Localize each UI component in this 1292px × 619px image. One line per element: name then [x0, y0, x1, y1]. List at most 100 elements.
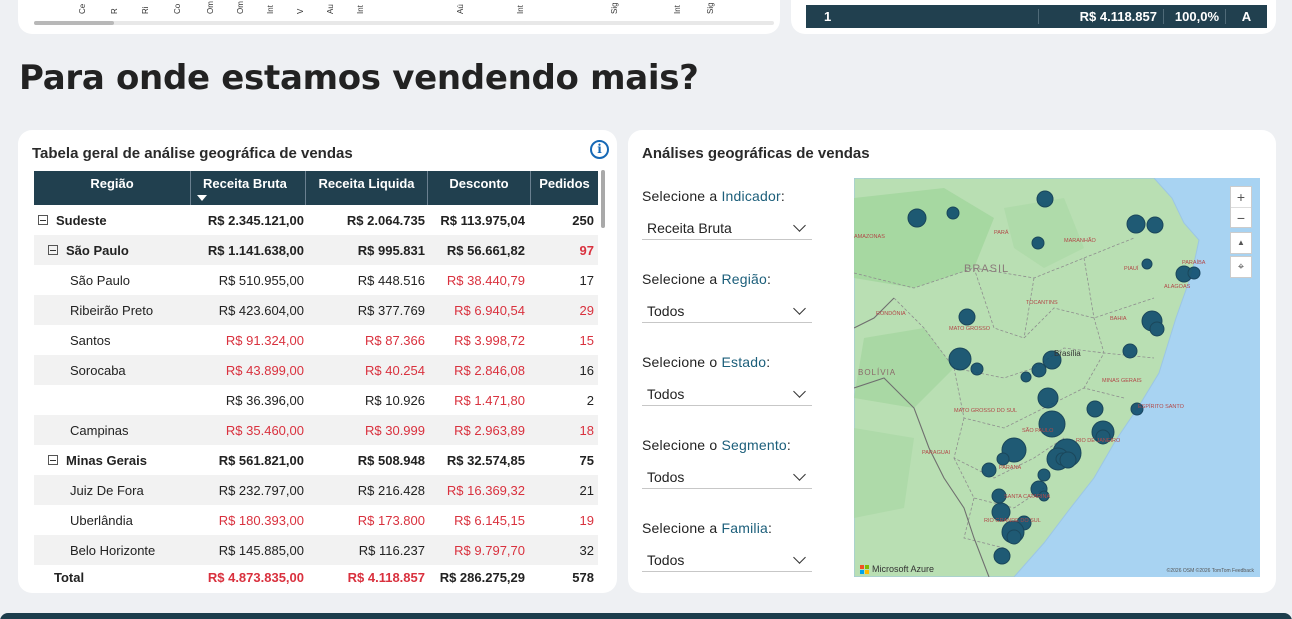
row-desconto-cell: R$ 2.846,08 — [454, 362, 525, 378]
col-header-receita-bruta[interactable]: Receita Bruta — [191, 171, 306, 205]
map-bubble[interactable] — [1130, 402, 1144, 416]
filter-label-highlight: Região — [721, 271, 768, 287]
abc-rank: 1 — [824, 9, 832, 24]
rotated-column-label: Ri — [141, 6, 150, 14]
map-compass-icon[interactable]: ⌖ — [1230, 256, 1252, 278]
row-desconto-cell: R$ 32.574,85 — [446, 452, 525, 468]
page-title: Para onde estamos vendendo mais? — [19, 58, 699, 98]
map-bubble[interactable] — [1020, 371, 1032, 383]
row-liquida-cell: R$ 508.948 — [357, 452, 425, 468]
col-header-regiao[interactable]: Região — [34, 171, 191, 205]
geo-table-title: Tabela geral de análise geográfica de ve… — [32, 145, 353, 162]
map-bubble[interactable] — [993, 547, 1011, 565]
col-header-receita-liquida[interactable]: Receita Liquida — [306, 171, 428, 205]
table-row[interactable]: Sudeste R$ 2.345.121,00 R$ 2.064.735 R$ 113… — [34, 205, 598, 235]
table-vertical-scrollbar[interactable] — [601, 170, 605, 228]
row-desconto-cell: R$ 1.471,80 — [454, 392, 525, 408]
map-bubble[interactable] — [1095, 429, 1111, 445]
map-state-label: ALAGOAS — [1164, 284, 1191, 290]
geo-map-title: Análises geográficas de vendas — [642, 145, 870, 162]
table-row: Ribeirão Preto R$ 423.604,00 R$ 377.769 R$ … — [34, 295, 598, 325]
row-bruta-cell: R$ 35.460,00 — [225, 422, 304, 438]
row-liquida-cell: R$ 30.999 — [365, 422, 425, 438]
map-bubble[interactable] — [1187, 266, 1201, 280]
row-desconto-cell: R$ 113.975,04 — [440, 212, 525, 228]
map-state-label: PARANÁ — [999, 465, 1022, 471]
row-region-name: Sorocaba — [70, 362, 126, 378]
rotated-column-label: Ce — [78, 3, 87, 14]
map-bubble[interactable] — [1006, 529, 1022, 545]
sort-desc-icon — [197, 195, 207, 201]
map-state-label: RIO GRANDE DO SUL — [984, 518, 1041, 524]
map-capital-label: Brasília — [1054, 349, 1081, 358]
map-bubble[interactable] — [1038, 410, 1066, 438]
filter-dropdown-segmento[interactable]: Todos — [642, 463, 812, 489]
map-bubble[interactable] — [1141, 258, 1153, 270]
filter-label-suffix: : — [786, 437, 791, 453]
map-bubble[interactable] — [1036, 190, 1054, 208]
row-region-name: Uberlândia — [70, 512, 133, 528]
map-bubble[interactable] — [1042, 350, 1062, 370]
bubble-map[interactable]: BRASIL BOLÍVIA Brasília AMAZONAS PARÁ MARA… — [854, 178, 1260, 577]
row-pedidos-cell: 15 — [579, 332, 594, 348]
map-credit[interactable]: ©2026 OSM ©2026 TomTom Feedback — [1166, 568, 1254, 574]
filter-dropdown-região[interactable]: Todos — [642, 297, 812, 323]
row-region-cell: Minas Gerais — [34, 453, 191, 468]
map-bubble[interactable] — [1031, 362, 1047, 378]
row-liquida-cell: R$ 2.064.735 — [346, 212, 425, 228]
map-state-label: PARÁ — [994, 230, 1009, 236]
table-row: Uberlândia R$ 180.393,00 R$ 173.800 R$ 6.14… — [34, 505, 598, 535]
map-bubble[interactable] — [1037, 387, 1059, 409]
filter-label-highlight: Segmento — [721, 437, 787, 453]
map-bubble[interactable] — [1031, 236, 1045, 250]
table-body: Sudeste R$ 2.345.121,00 R$ 2.064.735 R$ 113… — [34, 205, 598, 565]
filter-dropdown-indicador[interactable]: Receita Bruta — [642, 214, 812, 240]
collapse-icon[interactable] — [48, 455, 58, 465]
map-tilt-icon[interactable]: ▲ — [1230, 232, 1252, 254]
map-bubble[interactable] — [1037, 468, 1051, 482]
map-bubble[interactable] — [946, 206, 960, 220]
collapse-icon[interactable] — [38, 215, 48, 225]
row-pedidos-cell: 75 — [579, 452, 594, 468]
info-icon[interactable]: i — [590, 140, 609, 159]
row-bruta-cell: R$ 1.141.638,00 — [207, 242, 304, 258]
zoom-in-icon[interactable]: + — [1236, 189, 1246, 205]
row-liquida-cell: R$ 40.254 — [365, 362, 425, 378]
col-header-pedidos[interactable]: Pedidos — [539, 176, 590, 191]
row-liquida-cell: R$ 173.800 — [357, 512, 425, 528]
map-bubble[interactable] — [996, 452, 1010, 466]
rotated-column-label: Sig — [706, 2, 715, 14]
row-liquida-cell: R$ 87.366 — [365, 332, 425, 348]
map-bubble[interactable] — [907, 208, 927, 228]
map-bubble[interactable] — [981, 462, 997, 478]
collapse-icon[interactable] — [48, 245, 58, 255]
map-state-label: MARANHÃO — [1064, 238, 1096, 244]
row-region-name: Campinas — [70, 422, 129, 438]
filter-dropdown-estado[interactable]: Todos — [642, 380, 812, 406]
map-bubble[interactable] — [1038, 490, 1050, 502]
microsoft-azure-logo: Microsoft Azure — [860, 564, 934, 574]
map-bubble[interactable] — [1122, 343, 1138, 359]
col-header-desconto[interactable]: Desconto — [428, 171, 531, 205]
map-bubble[interactable] — [970, 362, 984, 376]
filter-label-prefix: Selecione o — [642, 437, 722, 453]
table-row[interactable]: São Paulo R$ 1.141.638,00 R$ 995.831 R$ 56.… — [34, 235, 598, 265]
horizontal-scrollbar-track[interactable] — [34, 21, 774, 25]
map-bubble[interactable] — [1149, 321, 1165, 337]
map-bubble[interactable] — [958, 308, 976, 326]
zoom-out-icon[interactable]: − — [1231, 207, 1251, 228]
row-desconto-cell: R$ 9.797,70 — [454, 542, 525, 558]
row-region-name: Minas Gerais — [66, 452, 147, 468]
map-bubble[interactable] — [1146, 216, 1164, 234]
map-bubble[interactable] — [991, 502, 1011, 522]
horizontal-scrollbar-thumb[interactable] — [34, 21, 114, 25]
map-bubble[interactable] — [1059, 451, 1077, 469]
filter-dropdown-familia[interactable]: Todos — [642, 546, 812, 572]
map-bubble[interactable] — [948, 347, 972, 371]
map-bubble[interactable] — [1086, 400, 1104, 418]
table-row[interactable]: Minas Gerais R$ 561.821,00 R$ 508.948 R$ 32… — [34, 445, 598, 475]
row-region-cell: Belo Horizonte — [34, 543, 191, 558]
map-bubble[interactable] — [1126, 214, 1146, 234]
rotated-column-label: Om — [206, 1, 215, 14]
rotated-column-label: Int — [266, 5, 275, 14]
